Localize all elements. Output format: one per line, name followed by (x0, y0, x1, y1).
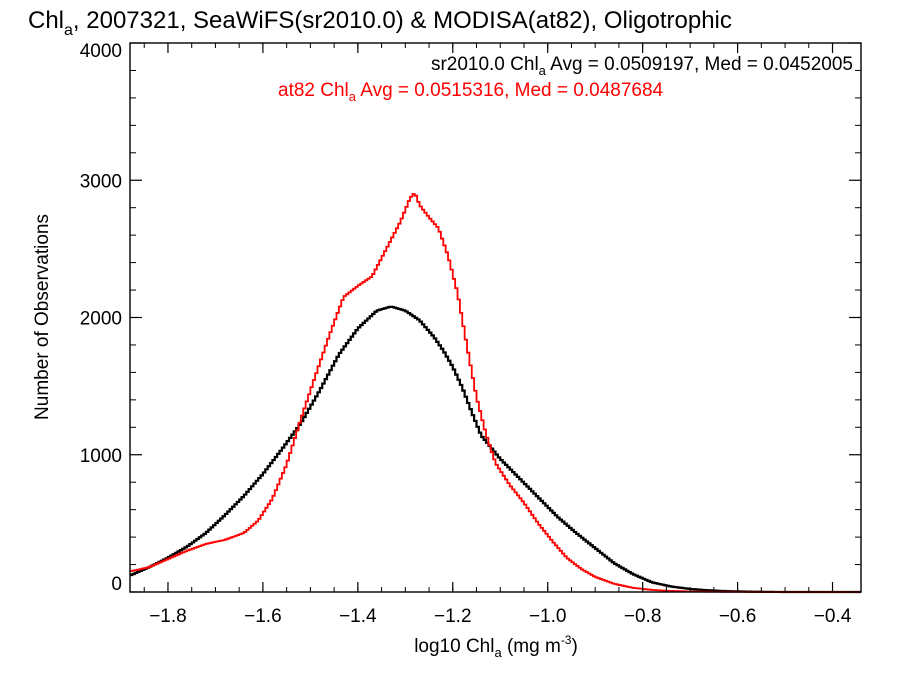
x-axis-label: log10 Chla (mg m-3) (414, 633, 578, 660)
x-axis-label-close: ) (571, 636, 577, 657)
x-tick-label: −1.8 (149, 606, 187, 627)
y-tick-label: 1000 (80, 446, 122, 467)
y-tick-label: 3000 (80, 171, 122, 192)
x-axis-label-main: log10 Chl (414, 636, 494, 657)
y-tick-label: 4000 (80, 41, 122, 62)
x-tick-label: −0.6 (719, 606, 757, 627)
x-axis-label-unit: (mg m (502, 636, 561, 657)
y-tick-label: 2000 (80, 309, 122, 330)
series-line-sr2010-0 (130, 305, 861, 594)
x-tick-label: −0.8 (624, 606, 662, 627)
legend-entry-sr2010: sr2010.0 Chla Avg = 0.0509197, Med = 0.0… (431, 54, 853, 78)
legend-entry-sr2010-subscript: a (539, 63, 547, 78)
x-tick-label: −1.0 (529, 606, 567, 627)
x-axis: −1.8 −1.6 −1.4 −1.2 −1.0 −0.8 −0.6 −0.4 (143, 43, 852, 627)
chart-title-rest: , 2007321, SeaWiFS(sr2010.0) & MODISA(at… (73, 7, 732, 34)
x-tick-label: −1.2 (434, 606, 472, 627)
x-tick-label: −1.4 (339, 606, 377, 627)
chart-title-subscript: a (64, 22, 73, 39)
x-tick-label: −1.6 (244, 606, 282, 627)
legend-entry-at82-subscript: a (349, 89, 357, 104)
y-tick-label: 0 (111, 574, 122, 595)
legend-entry-at82-prefix: at82 Chl (278, 80, 349, 101)
chart-title-main: Chl (28, 7, 64, 34)
chart-title: Chla, 2007321, SeaWiFS(sr2010.0) & MODIS… (28, 7, 732, 39)
legend-entry-sr2010-suffix: Avg = 0.0509197, Med = 0.0452005 (546, 54, 853, 75)
legend-entry-sr2010-prefix: sr2010.0 Chl (431, 54, 539, 75)
x-axis-label-subscript: a (494, 645, 502, 660)
y-axis-label: Number of Observations (32, 214, 53, 420)
legend-entry-at82: at82 Chla Avg = 0.0515316, Med = 0.04876… (278, 80, 664, 104)
y-axis: 0 1000 2000 3000 4000 (80, 41, 861, 595)
legend-entry-at82-suffix: Avg = 0.0515316, Med = 0.0487684 (356, 80, 664, 101)
x-axis-label-superscript: -3 (561, 633, 572, 647)
x-tick-label: −0.4 (814, 606, 852, 627)
